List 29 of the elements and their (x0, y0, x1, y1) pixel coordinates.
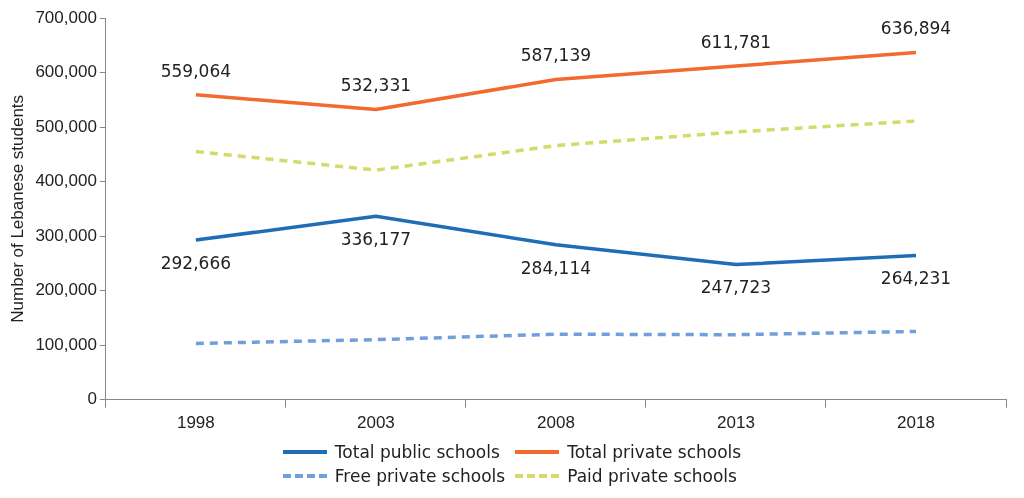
data-label: 587,139 (520, 45, 592, 66)
legend-label: Free private schools (334, 466, 506, 486)
y-tick-label: 0 (87, 389, 97, 409)
x-tick-label: 2018 (897, 413, 935, 433)
legend-label: Paid private schools (567, 466, 737, 486)
x-tick-label: 2013 (717, 413, 755, 433)
x-tick-label: 1998 (176, 413, 215, 433)
y-tick-label: 500,000 (35, 116, 97, 136)
data-label: 247,723 (700, 277, 772, 298)
data-label: 264,231 (880, 268, 952, 289)
data-label: 336,177 (340, 229, 412, 250)
y-tick-label: 600,000 (35, 62, 97, 82)
y-axis-title: Number of Lebanese students (7, 94, 27, 323)
y-tick-label: 100,000 (35, 334, 97, 354)
data-label: 284,114 (520, 257, 592, 278)
line-series (194, 329, 918, 346)
data-label: 292,666 (160, 252, 232, 273)
data-label: 532,331 (340, 75, 412, 96)
data-label: 636,894 (880, 18, 952, 39)
data-label: 611,781 (700, 32, 772, 53)
x-tick-label: 2008 (537, 413, 575, 433)
y-tick-label: 400,000 (35, 171, 97, 191)
y-tick-label: 700,000 (35, 7, 97, 27)
x-tick-label: 2003 (356, 413, 395, 433)
data-label: 559,064 (160, 60, 232, 81)
y-tick-label: 200,000 (35, 280, 97, 300)
legend-label: Total public schools (334, 442, 500, 462)
y-tick-label: 300,000 (35, 225, 97, 245)
legend-label: Total private schools (567, 442, 742, 462)
